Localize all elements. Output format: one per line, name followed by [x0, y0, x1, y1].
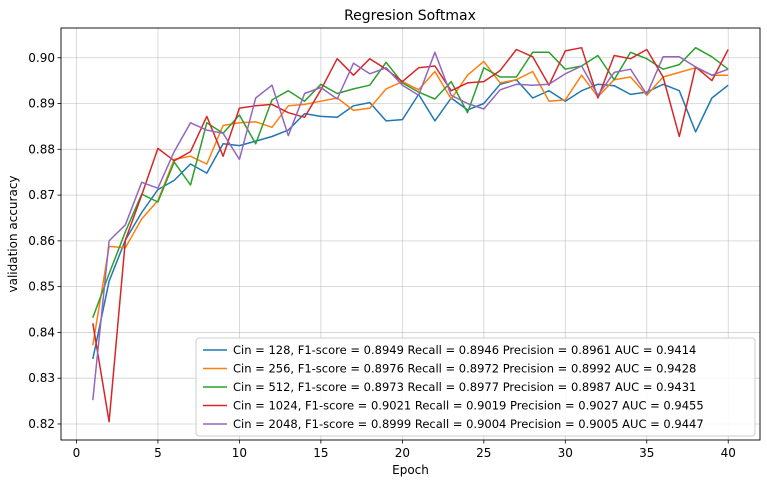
x-tick-label: 15: [313, 446, 328, 460]
legend-label: Cin = 256, F1-score = 0.8976 Recall = 0.…: [233, 362, 696, 376]
y-tick-label: 0.89: [28, 97, 55, 111]
y-axis-label: validation accuracy: [6, 175, 20, 292]
legend-label: Cin = 2048, F1-score = 0.8999 Recall = 0…: [233, 417, 704, 431]
y-tick-label: 0.85: [28, 280, 55, 294]
grid: [61, 28, 760, 440]
y-tick-label: 0.86: [28, 234, 55, 248]
x-tick-label: 20: [395, 446, 410, 460]
axis-ticks: 0 5 10 15 20 25 30 35 40 0.82 0.83 0.84 0.85 0.86 0.87…: [28, 51, 736, 460]
x-tick-label: 10: [232, 446, 247, 460]
legend-label: Cin = 1024, F1-score = 0.9021 Recall = 0…: [233, 399, 704, 413]
series-lines: [92, 46, 729, 423]
y-tick-label: 0.82: [28, 417, 55, 431]
chart-title: Regresion Softmax: [344, 8, 476, 24]
x-tick-label: 35: [639, 446, 654, 460]
series-line: [92, 51, 729, 401]
x-tick-label: 40: [721, 446, 736, 460]
series-line: [92, 78, 729, 360]
y-tick-label: 0.83: [28, 371, 55, 385]
x-axis-label: Epoch: [392, 463, 429, 477]
legend: Cin = 128, F1-score = 0.8949 Recall = 0.…: [195, 337, 756, 437]
series-line: [92, 46, 729, 423]
x-tick-label: 0: [73, 446, 81, 460]
legend-label: Cin = 512, F1-score = 0.8973 Recall = 0.…: [233, 380, 696, 394]
series-line: [92, 46, 729, 319]
x-tick-label: 25: [476, 446, 491, 460]
series-line: [92, 60, 729, 346]
legend-box: [195, 337, 756, 437]
y-tick-label: 0.84: [28, 325, 55, 339]
x-tick-label: 5: [154, 446, 162, 460]
x-tick-label: 30: [558, 446, 573, 460]
legend-label: Cin = 128, F1-score = 0.8949 Recall = 0.…: [233, 343, 696, 357]
y-tick-label: 0.87: [28, 188, 55, 202]
plot-frame: [60, 27, 761, 441]
y-tick-label: 0.88: [28, 142, 55, 156]
y-tick-label: 0.90: [28, 51, 55, 65]
